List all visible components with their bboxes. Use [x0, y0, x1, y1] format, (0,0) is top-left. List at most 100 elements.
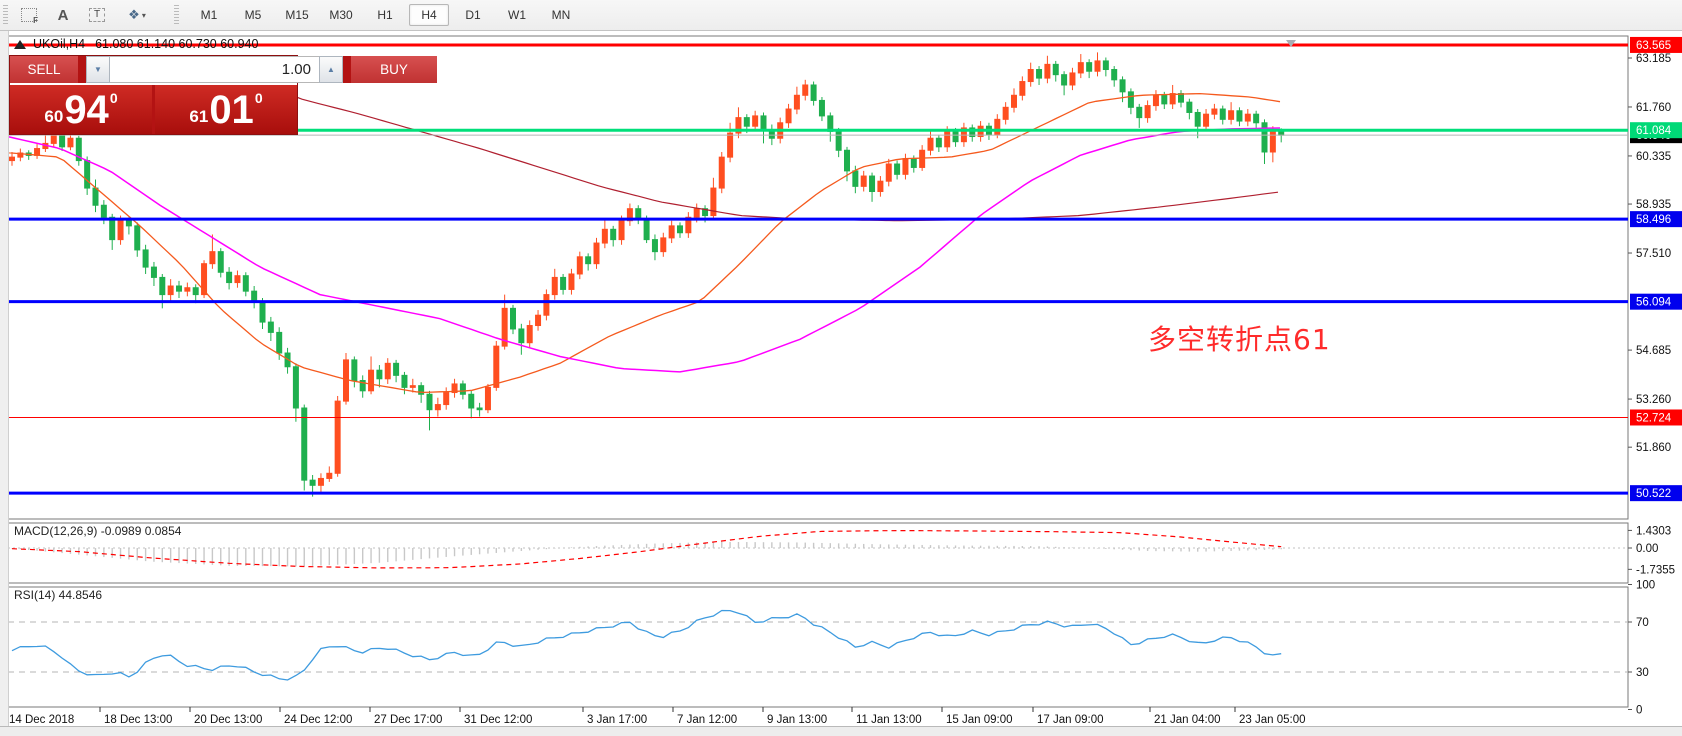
candle-body	[184, 287, 191, 292]
candle-body	[885, 163, 892, 182]
symbol-period: UKOil,H4	[33, 37, 86, 51]
panel-frame-2	[7, 586, 1629, 708]
tf-h1[interactable]: H1	[377, 8, 393, 22]
candle-body	[952, 130, 959, 143]
insert-text-icon[interactable]: A	[57, 6, 69, 24]
x-tick-label: 14 Dec 2018	[9, 714, 74, 726]
y-tick-label: 63.185	[1636, 53, 1671, 65]
candle-body	[167, 285, 174, 296]
rsi-line	[11, 609, 1282, 681]
candle-body	[1161, 94, 1168, 105]
candle-body	[1136, 106, 1143, 119]
candle-body	[1052, 63, 1059, 76]
price-level-label-bg	[1630, 36, 1682, 53]
x-tick-label: 21 Jan 04:00	[1154, 714, 1221, 726]
ma-long-line	[229, 67, 1279, 222]
candle-body	[368, 369, 375, 392]
candle-body	[484, 386, 491, 411]
candle-body	[793, 94, 800, 110]
candle-body	[384, 362, 391, 380]
price-level-label-bg	[1630, 485, 1682, 502]
candle-body	[1069, 72, 1076, 86]
candle-body	[877, 180, 884, 193]
candle-body	[618, 220, 625, 241]
price-level-label: 58.496	[1636, 214, 1671, 226]
candle-body	[869, 175, 876, 193]
symbol-marker-icon	[14, 39, 26, 49]
candle-body	[535, 314, 542, 327]
timeframe-group: M1 M5 M15 M30 H1 H4 D1 W1 MN	[187, 4, 583, 26]
candle-body	[1203, 113, 1210, 127]
x-tick-label: 24 Dec 12:00	[284, 714, 352, 726]
candle-body	[234, 275, 241, 284]
macd-scale-label: -1.7355	[1636, 564, 1675, 576]
candle-body	[543, 294, 550, 316]
candle-body	[560, 276, 567, 290]
candle-body	[735, 117, 742, 134]
candle-body	[902, 158, 909, 175]
indicators-icon[interactable]: ❖ ▾	[117, 2, 157, 28]
candle-body	[910, 158, 917, 168]
candle-body	[443, 392, 450, 406]
candle-body	[393, 362, 400, 376]
candle-body	[1261, 122, 1268, 153]
sell-button[interactable]: SELL	[10, 56, 78, 83]
one-click-trade-panel: SELL ▼ ▲ BUY 60 94 0 61 01 0	[9, 55, 437, 135]
panel-spacer	[78, 56, 86, 83]
x-tick-label: 27 Dec 17:00	[374, 714, 442, 726]
price-level-label: 61.084	[1636, 125, 1672, 137]
volume-input[interactable]	[110, 56, 319, 83]
tf-m5[interactable]: M5	[244, 8, 262, 22]
buy-quote[interactable]: 61 01 0	[155, 85, 297, 134]
candle-body	[201, 263, 208, 296]
candle-body	[677, 225, 683, 234]
volume-decrease-button[interactable]: ▼	[86, 56, 110, 83]
tf-m30[interactable]: M30	[329, 8, 353, 22]
candle-body	[301, 407, 308, 481]
volume-increase-button[interactable]: ▲	[319, 56, 343, 83]
price-level-label-bg	[1630, 211, 1682, 228]
text-label-glyph: T	[89, 8, 105, 22]
tf-m15[interactable]: M15	[285, 8, 309, 22]
x-tick-label: 9 Jan 13:00	[767, 714, 827, 726]
price-level-label-bg	[1630, 293, 1682, 310]
candle-body	[510, 307, 516, 330]
volume-stepper: ▼ ▲	[86, 56, 343, 83]
toolbar-grip[interactable]	[3, 5, 8, 25]
sell-quote-point: 0	[109, 90, 118, 106]
tf-mn[interactable]: MN	[551, 8, 571, 22]
x-tick-label: 18 Dec 13:00	[104, 714, 172, 726]
candle-body	[418, 385, 425, 395]
trade-panel-controls: SELL ▼ ▲ BUY	[10, 56, 437, 85]
text-label-icon[interactable]: T	[83, 2, 111, 28]
candle-body	[251, 290, 258, 302]
candle-body	[1228, 110, 1235, 120]
tf-w1[interactable]: W1	[508, 8, 526, 22]
candle-body	[92, 187, 99, 206]
price-level-label-bg	[1630, 122, 1682, 139]
y-tick-label: 61.760	[1636, 102, 1671, 114]
toolbar-grip-2[interactable]	[174, 5, 179, 25]
tf-m1[interactable]: M1	[200, 8, 218, 22]
candle-body	[259, 300, 266, 323]
price-level-label: 52.724	[1636, 412, 1672, 424]
x-tick-label: 11 Jan 13:00	[856, 714, 922, 726]
candle-body	[651, 239, 658, 253]
macd-scale-label: 1.4303	[1636, 525, 1671, 537]
candle-body	[635, 208, 642, 220]
y-tick-label: 51.860	[1636, 442, 1671, 454]
candle-body	[217, 251, 224, 273]
candle-body	[493, 345, 500, 388]
candle-body	[935, 137, 942, 148]
candle-body	[1211, 108, 1218, 115]
tf-h4-active[interactable]: H4	[409, 4, 449, 26]
rsi-scale-label: 70	[1636, 617, 1649, 629]
price-level-label-bg	[1630, 409, 1682, 426]
buy-button[interactable]: BUY	[351, 56, 437, 83]
price-level-label: 56.094	[1636, 297, 1672, 309]
tf-d1[interactable]: D1	[465, 8, 481, 22]
sell-quote[interactable]: 60 94 0	[10, 85, 152, 134]
x-tick-label: 23 Jan 05:00	[1239, 714, 1306, 726]
new-order-icon[interactable]: F	[15, 2, 43, 28]
